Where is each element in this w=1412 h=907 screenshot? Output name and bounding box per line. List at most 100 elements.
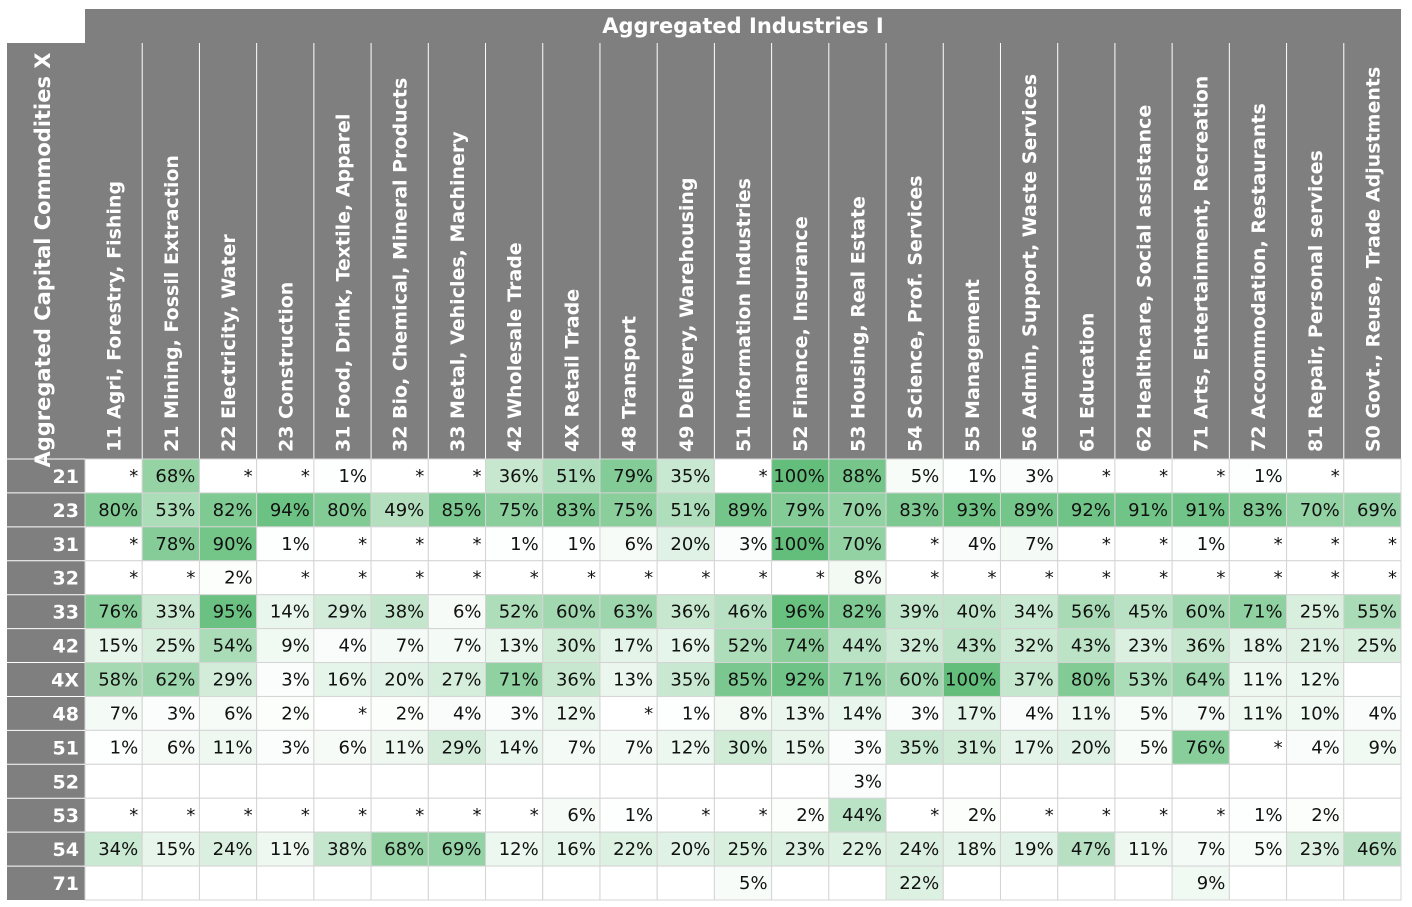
heatmap-cell xyxy=(1228,560,1288,596)
cell-value: * xyxy=(473,568,482,589)
cell-value: * xyxy=(186,568,195,589)
heatmap-cell xyxy=(1057,865,1116,901)
column-header-22: 22 Electricity, Water xyxy=(218,234,240,452)
heatmap-cell xyxy=(313,492,372,528)
heatmap-cell xyxy=(198,831,258,867)
heatmap-cell xyxy=(885,560,944,596)
heatmap-cell xyxy=(828,831,887,867)
cell-value: 6% xyxy=(224,703,253,724)
cell-value: 22% xyxy=(899,873,939,894)
cell-value: 2% xyxy=(796,805,825,826)
heatmap-cell xyxy=(771,458,830,494)
column-header-55: 55 Management xyxy=(962,279,984,452)
cell-value: 54% xyxy=(213,636,253,657)
heatmap-cell xyxy=(656,526,715,562)
heatmap-cell xyxy=(1114,831,1173,867)
heatmap-cell xyxy=(427,865,487,901)
heatmap-cell xyxy=(1171,729,1230,765)
heatmap-cell xyxy=(771,763,830,799)
heatmap-cell xyxy=(942,526,1001,562)
heatmap-cell xyxy=(942,492,1001,528)
cell-value: 68% xyxy=(384,839,424,860)
cell-value: 3% xyxy=(167,703,196,724)
cell-value: * xyxy=(701,805,710,826)
cell-value: * xyxy=(415,805,424,826)
cell-value: 2% xyxy=(968,805,997,826)
heatmap-cell xyxy=(828,865,887,901)
cell-value: * xyxy=(1388,568,1397,589)
cell-value: 45% xyxy=(1128,602,1168,623)
cell-value: 71% xyxy=(1243,602,1283,623)
heatmap-cell xyxy=(427,662,487,697)
cell-value: 4% xyxy=(1368,703,1397,724)
heatmap-cell xyxy=(198,797,258,833)
cell-value: 25% xyxy=(728,839,768,860)
heatmap-cell xyxy=(885,763,944,799)
cell-value: 7% xyxy=(110,703,139,724)
cell-value: 92% xyxy=(1071,500,1111,521)
cell-value: 5% xyxy=(1140,737,1169,758)
row-header-33: 33 xyxy=(53,602,79,624)
cell-value: * xyxy=(987,568,996,589)
heatmap-cell xyxy=(313,797,372,833)
cell-value: 8% xyxy=(853,568,882,589)
title-bar xyxy=(85,9,1401,43)
heatmap-cell xyxy=(828,729,887,765)
cell-value: 11% xyxy=(384,737,424,758)
heatmap-cell xyxy=(885,628,944,664)
cell-value: 11% xyxy=(270,839,310,860)
heatmap-cell xyxy=(1343,729,1402,765)
cell-value: 3% xyxy=(510,703,539,724)
cell-value: * xyxy=(358,703,367,724)
cell-value: 35% xyxy=(670,466,710,487)
heatmap-cell xyxy=(427,763,487,799)
cell-value: 18% xyxy=(956,839,996,860)
heatmap-cell xyxy=(256,865,315,901)
heatmap-cell xyxy=(599,763,658,799)
cell-value: * xyxy=(129,466,138,487)
cell-value: 5% xyxy=(1140,703,1169,724)
cell-value: * xyxy=(1102,805,1111,826)
heatmap-cell xyxy=(999,797,1059,833)
heatmap-cell xyxy=(141,458,200,494)
cell-value: 5% xyxy=(911,466,940,487)
heatmap-cell xyxy=(84,560,143,596)
heatmap-cell xyxy=(256,797,315,833)
column-header-49: 49 Delivery, Warehousing xyxy=(676,177,698,452)
heatmap-cell xyxy=(1114,763,1173,799)
heatmap-cell xyxy=(313,763,372,799)
heatmap-cell xyxy=(256,695,315,731)
heatmap-cell xyxy=(885,865,944,901)
cell-value: 93% xyxy=(956,500,996,521)
cell-value: 1% xyxy=(567,534,596,555)
heatmap-cell xyxy=(942,594,1001,630)
heatmap-cell xyxy=(942,729,1001,765)
cell-value: 20% xyxy=(670,839,710,860)
heatmap-cell xyxy=(256,729,315,765)
heatmap-cell xyxy=(999,831,1059,867)
cell-value: 1% xyxy=(682,703,711,724)
cell-value: 1% xyxy=(1254,805,1283,826)
cell-value: 3% xyxy=(1025,466,1054,487)
heatmap-cell xyxy=(1228,695,1288,731)
heatmap-cell xyxy=(313,865,372,901)
heatmap-cell xyxy=(198,695,258,731)
heatmap-cell xyxy=(771,628,830,664)
cell-value: 74% xyxy=(785,636,825,657)
heatmap-cell xyxy=(713,594,773,630)
heatmap-cell xyxy=(1114,594,1173,630)
column-header-52: 52 Finance, Insurance xyxy=(790,216,812,452)
cell-value: 88% xyxy=(842,466,882,487)
heatmap-cell xyxy=(198,763,258,799)
cell-value: 13% xyxy=(785,703,825,724)
heatmap-cell xyxy=(599,492,658,528)
cell-value: * xyxy=(1045,568,1054,589)
cell-value: 95% xyxy=(213,602,253,623)
cell-value: 2% xyxy=(224,568,253,589)
heatmap-cell xyxy=(1228,594,1288,630)
heatmap-cell xyxy=(198,865,258,901)
cell-value: 12% xyxy=(670,737,710,758)
heatmap-cell xyxy=(1343,526,1402,562)
heatmap-cell xyxy=(1228,492,1288,528)
cell-value: 40% xyxy=(956,602,996,623)
